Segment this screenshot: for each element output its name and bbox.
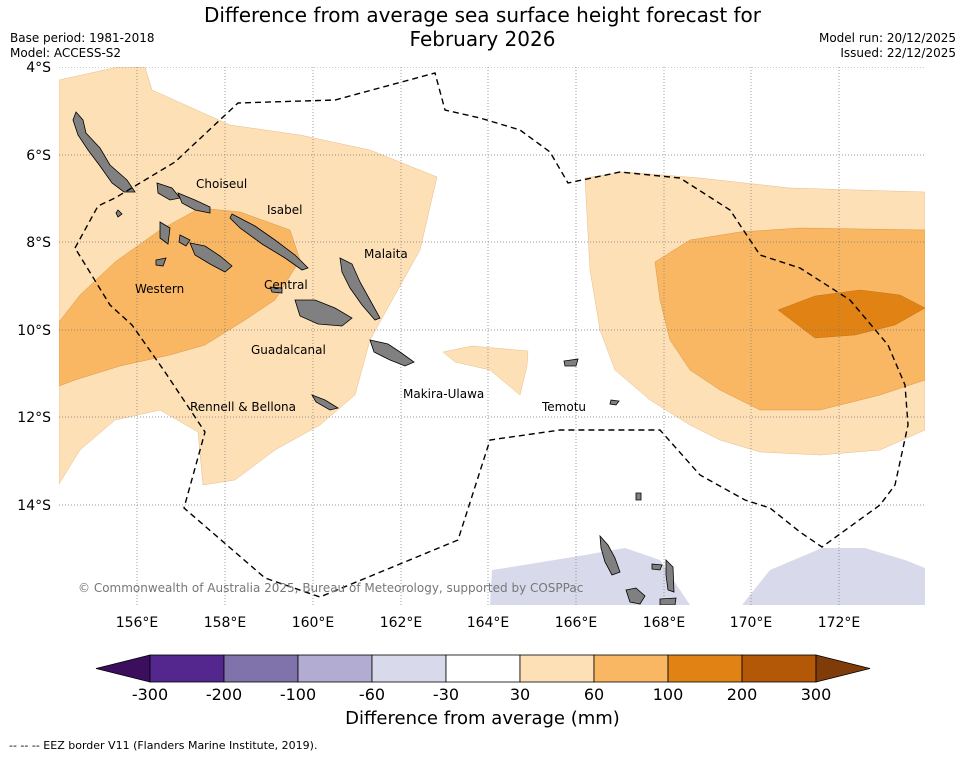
label-temotu: Temotu — [541, 400, 586, 414]
island-isabel — [177, 192, 211, 214]
lon-label-170e: 170°E — [730, 615, 773, 631]
base-period: Base period: 1981-2018 — [10, 31, 155, 45]
colorbar-tick-label: 100 — [653, 685, 684, 704]
colorbar-segment — [297, 654, 373, 683]
lon-label-162e: 162°E — [380, 615, 423, 631]
island-west-small-1 — [178, 234, 191, 247]
colorbar-segment — [371, 654, 447, 683]
land — [72, 111, 677, 605]
label-western: Western — [135, 282, 184, 296]
meta-right: Model run: 20/12/2025 Issued: 22/12/2025 — [819, 31, 956, 61]
colorbar-tick-label: 300 — [801, 685, 832, 704]
lat-label-8s: 8°S — [26, 235, 51, 251]
lon-label-164e: 164°E — [467, 615, 510, 631]
colorbar-tick-label: -100 — [280, 685, 316, 704]
lat-label-10s: 10°S — [17, 323, 51, 339]
map-area: Choiseul Isabel Malaita Western Central … — [59, 67, 925, 605]
island-makira — [369, 339, 415, 367]
island-malaita — [339, 257, 381, 321]
island-isabel-main — [229, 213, 309, 271]
label-choiseul: Choiseul — [196, 177, 247, 191]
map-credit: © Commonwealth of Australia 2025, Bureau… — [78, 581, 583, 595]
colorbar-segment — [223, 654, 299, 683]
colorbar-tick-label: -60 — [359, 685, 385, 704]
lat-label-6s: 6°S — [26, 148, 51, 164]
lon-label-156e: 156°E — [116, 615, 159, 631]
colorbar-segment — [593, 654, 669, 683]
island-vella — [156, 182, 181, 201]
label-malaita: Malaita — [364, 247, 408, 261]
colorbar-segment — [445, 654, 521, 683]
colorbar-segment — [741, 654, 817, 683]
colorbar: -300 -200 -100 -60 -30 30 60 100 200 300 — [95, 654, 871, 704]
island-small-5 — [115, 209, 123, 218]
label-rennell-bellona: Rennell & Bellona — [190, 400, 296, 414]
colorbar-segment — [519, 654, 595, 683]
island-western-group — [189, 242, 233, 273]
lon-label-166e: 166°E — [555, 615, 598, 631]
footnote: -- -- -- EEZ border V11 (Flanders Marine… — [9, 739, 318, 752]
island-temotu-2 — [609, 399, 620, 406]
anomaly-neg-30-60-southeast — [742, 548, 925, 605]
colorbar-tick-label: -30 — [433, 685, 459, 704]
island-guadalcanal — [294, 299, 353, 327]
colorbar-tick-label: 30 — [510, 685, 530, 704]
anomaly-30-60-patch — [442, 345, 529, 396]
label-makira-ulawa: Makira-Ulawa — [403, 387, 484, 401]
lon-label-158e: 158°E — [204, 615, 247, 631]
title-line-2: February 2026 — [409, 27, 556, 51]
colorbar-title: Difference from average (mm) — [345, 708, 620, 729]
island-small-1 — [635, 492, 642, 501]
graticule — [59, 67, 925, 605]
label-guadalcanal: Guadalcanal — [251, 343, 326, 357]
island-small-4 — [155, 257, 167, 267]
colorbar-segment — [149, 654, 225, 683]
lat-label-12s: 12°S — [17, 410, 51, 426]
model-run: Model run: 20/12/2025 — [818, 31, 956, 45]
colorbar-tick-label: 200 — [727, 685, 758, 704]
issued-date: Issued: 22/12/2025 — [840, 46, 956, 60]
colorbar-segment — [667, 654, 743, 683]
island-vanuatu-mid — [625, 587, 646, 605]
label-isabel: Isabel — [267, 203, 302, 217]
island-new-georgia — [159, 221, 171, 245]
anomaly-100-200-east — [777, 289, 925, 339]
colorbar-tick-label: -200 — [206, 685, 242, 704]
colorbar-extend-max — [815, 654, 871, 683]
colorbar-tick-label: -300 — [132, 685, 168, 704]
island-choiseul — [72, 111, 136, 193]
island-vanuatu-north — [599, 534, 621, 576]
anomaly-neg-30-60-south — [490, 548, 690, 605]
lon-label-172e: 172°E — [818, 615, 861, 631]
title-line-1: Difference from average sea surface heig… — [203, 3, 762, 27]
island-vanuatu-east — [665, 559, 675, 593]
lat-label-4s: 4°S — [26, 60, 51, 76]
island-temotu-1 — [563, 358, 579, 367]
colorbar-tick-label: 60 — [584, 685, 604, 704]
lon-label-160e: 160°E — [292, 615, 335, 631]
island-small-2 — [651, 563, 663, 571]
island-rennell — [311, 394, 340, 411]
colorbar-extend-min — [95, 654, 151, 683]
anomaly-60-100-west — [59, 207, 301, 387]
label-central: Central — [264, 278, 308, 292]
eez-border — [74, 72, 909, 598]
meta-left: Base period: 1981-2018 Model: ACCESS-S2 — [10, 31, 155, 61]
island-small-3 — [659, 597, 677, 605]
lat-label-14s: 14°S — [17, 498, 51, 514]
island-central — [269, 286, 283, 294]
lon-label-168e: 168°E — [643, 615, 686, 631]
model-name: Model: ACCESS-S2 — [10, 46, 122, 60]
page-title: Difference from average sea surface heig… — [0, 3, 965, 51]
